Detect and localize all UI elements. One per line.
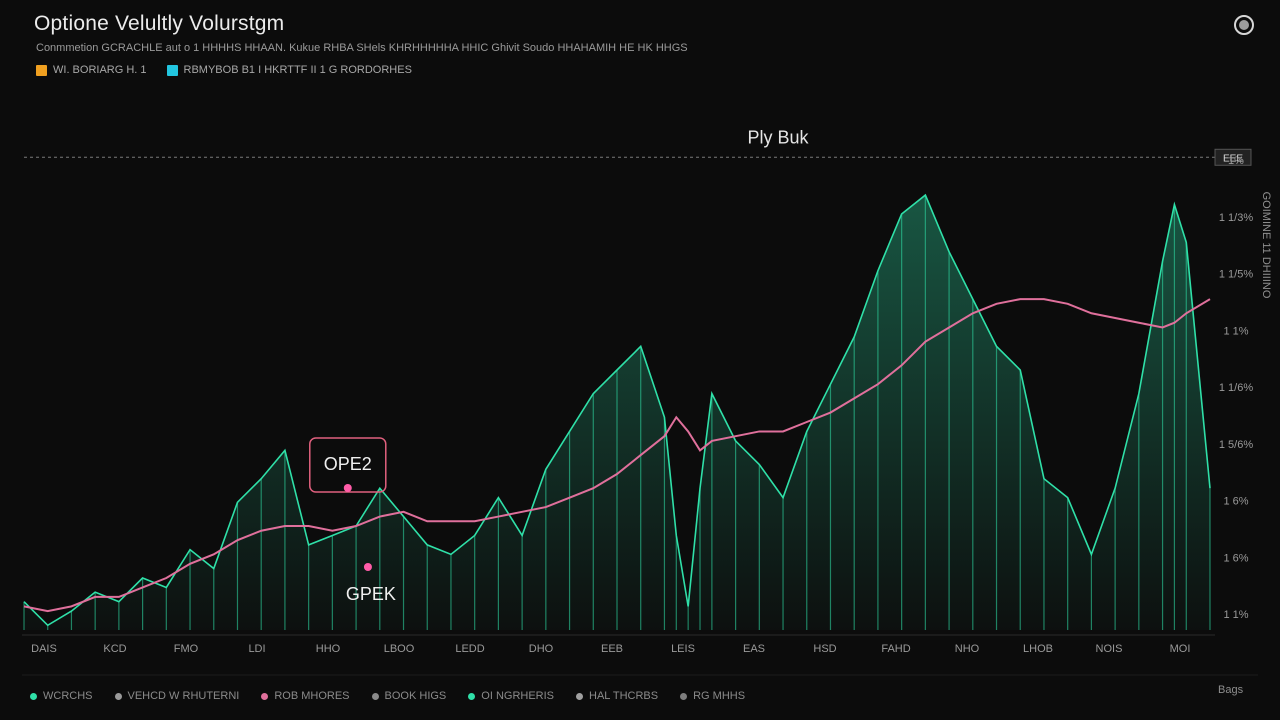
x-tick-label: EEB [601,643,623,655]
annotation-label-gpek: GPEK [346,584,396,604]
footer-legend-label: HAL THCRBS [589,690,659,702]
footer-legend-label: VEHCD W RHUTERNI [127,690,240,702]
footer-legend-item[interactable]: RG MHHS [680,690,745,702]
footer-legend-label: RG MHHS [693,690,746,702]
x-tick-label: LBOO [384,643,415,655]
legend-label-2: RBMYBOB B1 I HKRTTF II 1 G RORDORHES [183,64,412,76]
y-tick-label: 1 1% [1223,325,1248,337]
annotation-label-ope2: OPE2 [324,454,372,474]
footer-legend-item[interactable]: OI NGRHERIS [468,690,554,702]
right-badge [1214,148,1252,166]
x-tick-label: LEDD [455,643,484,655]
legend-swatch-1 [36,64,47,76]
x-tick-label: EAS [743,643,765,655]
y-axis-label: GOIMINE 11 DHIIINO [1260,191,1272,299]
footer-legend-label: BOOK HIGS [384,690,447,702]
x-tick-label: MOI [1170,643,1191,655]
y-tick-label: 1 1/5% [1219,269,1253,281]
footer-legend-dot [576,692,584,700]
footer-legend-dot [680,692,688,700]
legend-item-1[interactable]: WI. BORIARG H. 1 [36,64,147,76]
x-tick-label: NOIS [1096,643,1123,655]
x-tick-label: LDI [248,643,265,655]
footer-legend-dot [468,692,476,700]
y-tick-label: 1 6% [1223,496,1248,508]
footer-legend-item[interactable]: ROB MHORES [261,690,350,702]
y-tick-label: 1 6% [1223,552,1248,564]
footer-legend-dot [261,692,269,700]
x-tick-label: DAIS [31,643,57,655]
footer-legend-dot [114,692,122,700]
footer-legend-dot [371,692,379,700]
x-tick-label: DHO [529,643,554,655]
x-tick-label: HSD [813,643,836,655]
top-legend: WI. BORIARG H. 1 RBMYBOB B1 I HKRTTF II … [36,64,412,76]
y-tick-label: 1 1/3% [1219,212,1253,224]
chart-subtitle: Conmmetion GCRACHLE aut o 1 HHHHS HHAAN.… [36,42,688,54]
footer-legend-label: WCRCHS [43,690,93,702]
footer-legend-label: ROB MHORES [274,690,350,702]
footer-legend-item[interactable]: HAL THCRBS [576,690,658,702]
y-tick-label: 1 5/6% [1219,439,1253,451]
reference-line-label: Ply Buk [747,127,809,147]
x-tick-label: LEIS [671,643,695,655]
y-tick-label: 1 1/6% [1219,382,1253,394]
x-tick-label: FAHD [881,643,910,655]
right-badge-label: EEE [1223,153,1243,164]
x-tick-label: HHO [316,643,341,655]
legend-swatch-2 [166,64,178,76]
y-tick-label: 1% [1228,155,1244,167]
footer-right-label: Bags [1218,684,1244,696]
circle-button-icon[interactable] [1234,15,1254,35]
chart-title: Optione Velultly Volurstgm [34,12,285,35]
footer-legend-item[interactable]: WCRCHS [30,690,93,702]
x-tick-label: NHO [955,643,980,655]
x-tick-label: LHOB [1023,643,1053,655]
footer-legend-item[interactable]: VEHCD W RHUTERNI [114,690,240,702]
y-tick-label: 1 1% [1223,609,1248,621]
legend-item-2[interactable]: RBMYBOB B1 I HKRTTF II 1 G RORDORHES [166,64,412,76]
volume-line [23,193,1211,627]
footer-legend-label: OI NGRHERIS [481,690,555,702]
footer-legend-item[interactable]: BOOK HIGS [371,690,447,702]
footer-legend: WCRCHS VEHCD W RHUTERNI ROB MHORES BOOK HIG… [30,690,745,702]
x-tick-label: FMO [174,643,199,655]
trend-line [23,298,1211,613]
x-tick-label: KCD [103,643,126,655]
annotation-marker [343,484,352,492]
footer-legend-dot [30,692,37,700]
legend-label-1: WI. BORIARG H. 1 [53,64,147,76]
annotation-marker [363,563,372,571]
